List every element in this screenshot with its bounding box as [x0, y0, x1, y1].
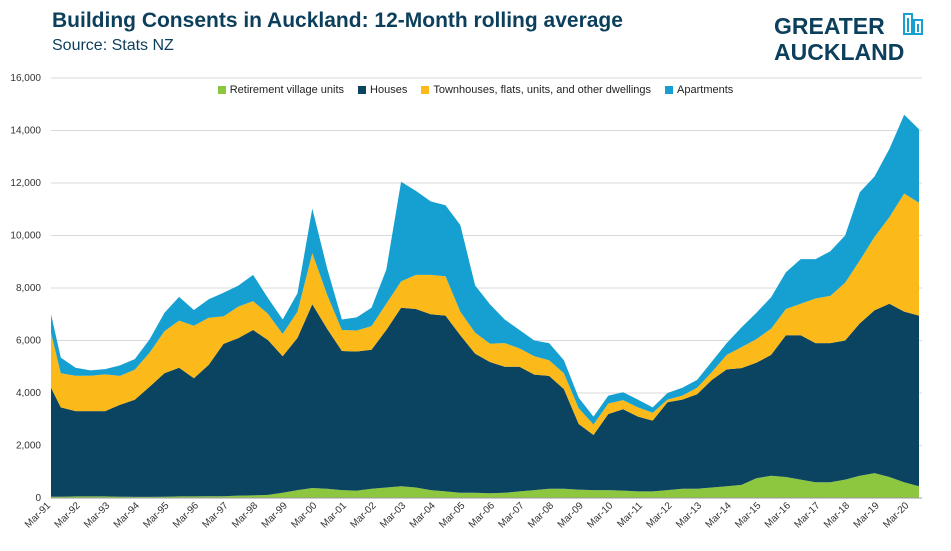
y-tick-label: 16,000	[10, 73, 41, 84]
x-tick-label: Mar-95	[141, 500, 171, 530]
y-tick-label: 8,000	[16, 283, 41, 294]
legend-swatch-houses	[358, 86, 367, 94]
y-tick-label: 12,000	[10, 178, 41, 189]
city-skyline-icon	[903, 13, 923, 35]
legend-swatch-retirement	[217, 86, 226, 94]
legend-label-houses: Houses	[370, 84, 408, 96]
x-tick-label: Mar-12	[644, 500, 674, 530]
x-tick-label: Mar-15	[733, 500, 763, 530]
x-tick-label: Mar-91	[23, 500, 53, 530]
legend-label-apartments: Apartments	[677, 84, 734, 96]
x-tick-label: Mar-19	[852, 500, 882, 530]
y-tick-label: 4,000	[16, 388, 41, 399]
x-tick-label: Mar-14	[704, 500, 734, 530]
area-series-retirement	[51, 473, 919, 498]
x-tick-label: Mar-08	[526, 500, 556, 530]
x-tick-label: Mar-11	[615, 500, 645, 530]
logo-text-greater: GREATER	[774, 13, 885, 39]
x-tick-label: Mar-18	[822, 500, 852, 530]
legend-label-retirement: Retirement village units	[229, 84, 345, 96]
y-tick-label: 0	[35, 493, 41, 504]
x-tick-label: Mar-05	[437, 500, 467, 530]
x-tick-label: Mar-94	[112, 500, 142, 530]
x-tick-label: Mar-96	[171, 500, 201, 530]
x-tick-label: Mar-13	[674, 500, 704, 530]
legend-label-townhouses: Townhouses, flats, units, and other dwel…	[433, 84, 652, 96]
x-tick-label: Mar-10	[585, 500, 615, 530]
x-tick-label: Mar-98	[230, 500, 260, 530]
x-tick-label: Mar-06	[467, 500, 497, 530]
y-tick-label: 2,000	[16, 441, 41, 452]
y-axis: 0 2,000 4,000 6,000 8,000 10,000 12,000 14,000 1…	[10, 73, 41, 504]
x-tick-label: Mar-99	[260, 500, 290, 530]
legend-item-apartments: Apartments	[665, 84, 733, 96]
logo-text-auckland: AUCKLAND	[774, 39, 904, 64]
greater-auckland-logo: GREATER AUCKLAND	[774, 13, 923, 64]
x-tick-label: Mar-97	[201, 500, 231, 530]
x-tick-label: Mar-02	[348, 500, 378, 530]
x-tick-label: Mar-01	[319, 500, 349, 530]
chart-title: Building Consents in Auckland: 12-Month …	[52, 9, 623, 32]
x-tick-label: Mar-00	[289, 500, 319, 530]
x-tick-label: Mar-04	[408, 500, 438, 530]
legend-item-retirement: Retirement village units	[217, 84, 345, 96]
y-tick-label: 14,000	[10, 126, 41, 137]
x-tick-label: Mar-93	[82, 500, 112, 530]
legend-swatch-townhouses	[421, 86, 430, 94]
stacked-areas	[51, 114, 919, 498]
legend-item-townhouses: Townhouses, flats, units, and other dwel…	[421, 84, 651, 96]
legend-item-houses: Houses	[358, 84, 407, 96]
chart-subtitle: Source: Stats NZ	[52, 37, 174, 54]
x-tick-label: Mar-17	[792, 500, 822, 530]
x-tick-label: Mar-03	[378, 500, 408, 530]
x-axis: Mar-91 Mar-92 Mar-93 Mar-94 Mar-95 Mar-96 Mar-…	[23, 497, 922, 531]
x-tick-label: Mar-07	[496, 500, 526, 530]
area-series-houses	[51, 303, 919, 497]
x-tick-label: Mar-09	[556, 500, 586, 530]
x-tick-label: Mar-16	[763, 500, 793, 530]
y-tick-label: 10,000	[10, 231, 41, 242]
legend-swatch-apartments	[665, 86, 674, 94]
chart-legend: Retirement village units Houses Townhouses…	[0, 84, 951, 96]
x-tick-label: Mar-20	[881, 500, 911, 530]
x-tick-label: Mar-92	[53, 500, 83, 530]
y-tick-label: 6,000	[16, 336, 41, 347]
